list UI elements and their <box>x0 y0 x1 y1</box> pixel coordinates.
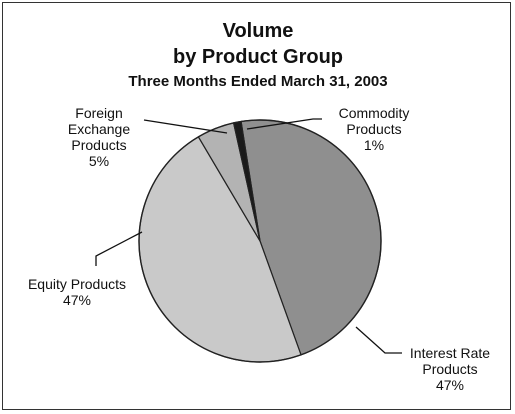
slice-label-value: 47% <box>436 377 464 393</box>
leader-lines <box>95 118 402 354</box>
chart-title: Volume <box>223 20 294 42</box>
slice-label-line: Interest Rate <box>410 345 490 361</box>
slice-label-foreign-exchange: Foreign Exchange Products 5% <box>68 105 130 169</box>
leader-line-commodity <box>246 118 322 130</box>
slice-label-commodity: Commodity Products 1% <box>339 105 410 153</box>
slice-label-line: Products <box>422 361 477 377</box>
slice-label-line: Commodity <box>339 105 410 121</box>
slice-label-interest-rate: Interest Rate Products 47% <box>410 345 490 393</box>
chart-subtitle: Three Months Ended March 31, 2003 <box>128 73 387 90</box>
slice-label-equity: Equity Products 47% <box>28 276 126 308</box>
slice-label-line: Exchange <box>68 121 130 137</box>
slice-label-value: 5% <box>89 153 109 169</box>
slice-label-line: Foreign <box>75 105 122 121</box>
slice-label-line: Equity Products <box>28 276 126 292</box>
leader-line-equity <box>95 231 143 266</box>
leader-line-interest-rate <box>355 326 402 354</box>
pie-slices <box>138 119 382 363</box>
slice-label-value: 47% <box>63 292 91 308</box>
leader-line-foreign-exchange <box>143 119 228 134</box>
slice-label-line: Products <box>346 121 401 137</box>
pie-outline <box>138 119 382 363</box>
chart-title-line2: by Product Group <box>173 46 343 68</box>
slice-label-value: 1% <box>364 137 384 153</box>
slice-label-line: Products <box>71 137 126 153</box>
